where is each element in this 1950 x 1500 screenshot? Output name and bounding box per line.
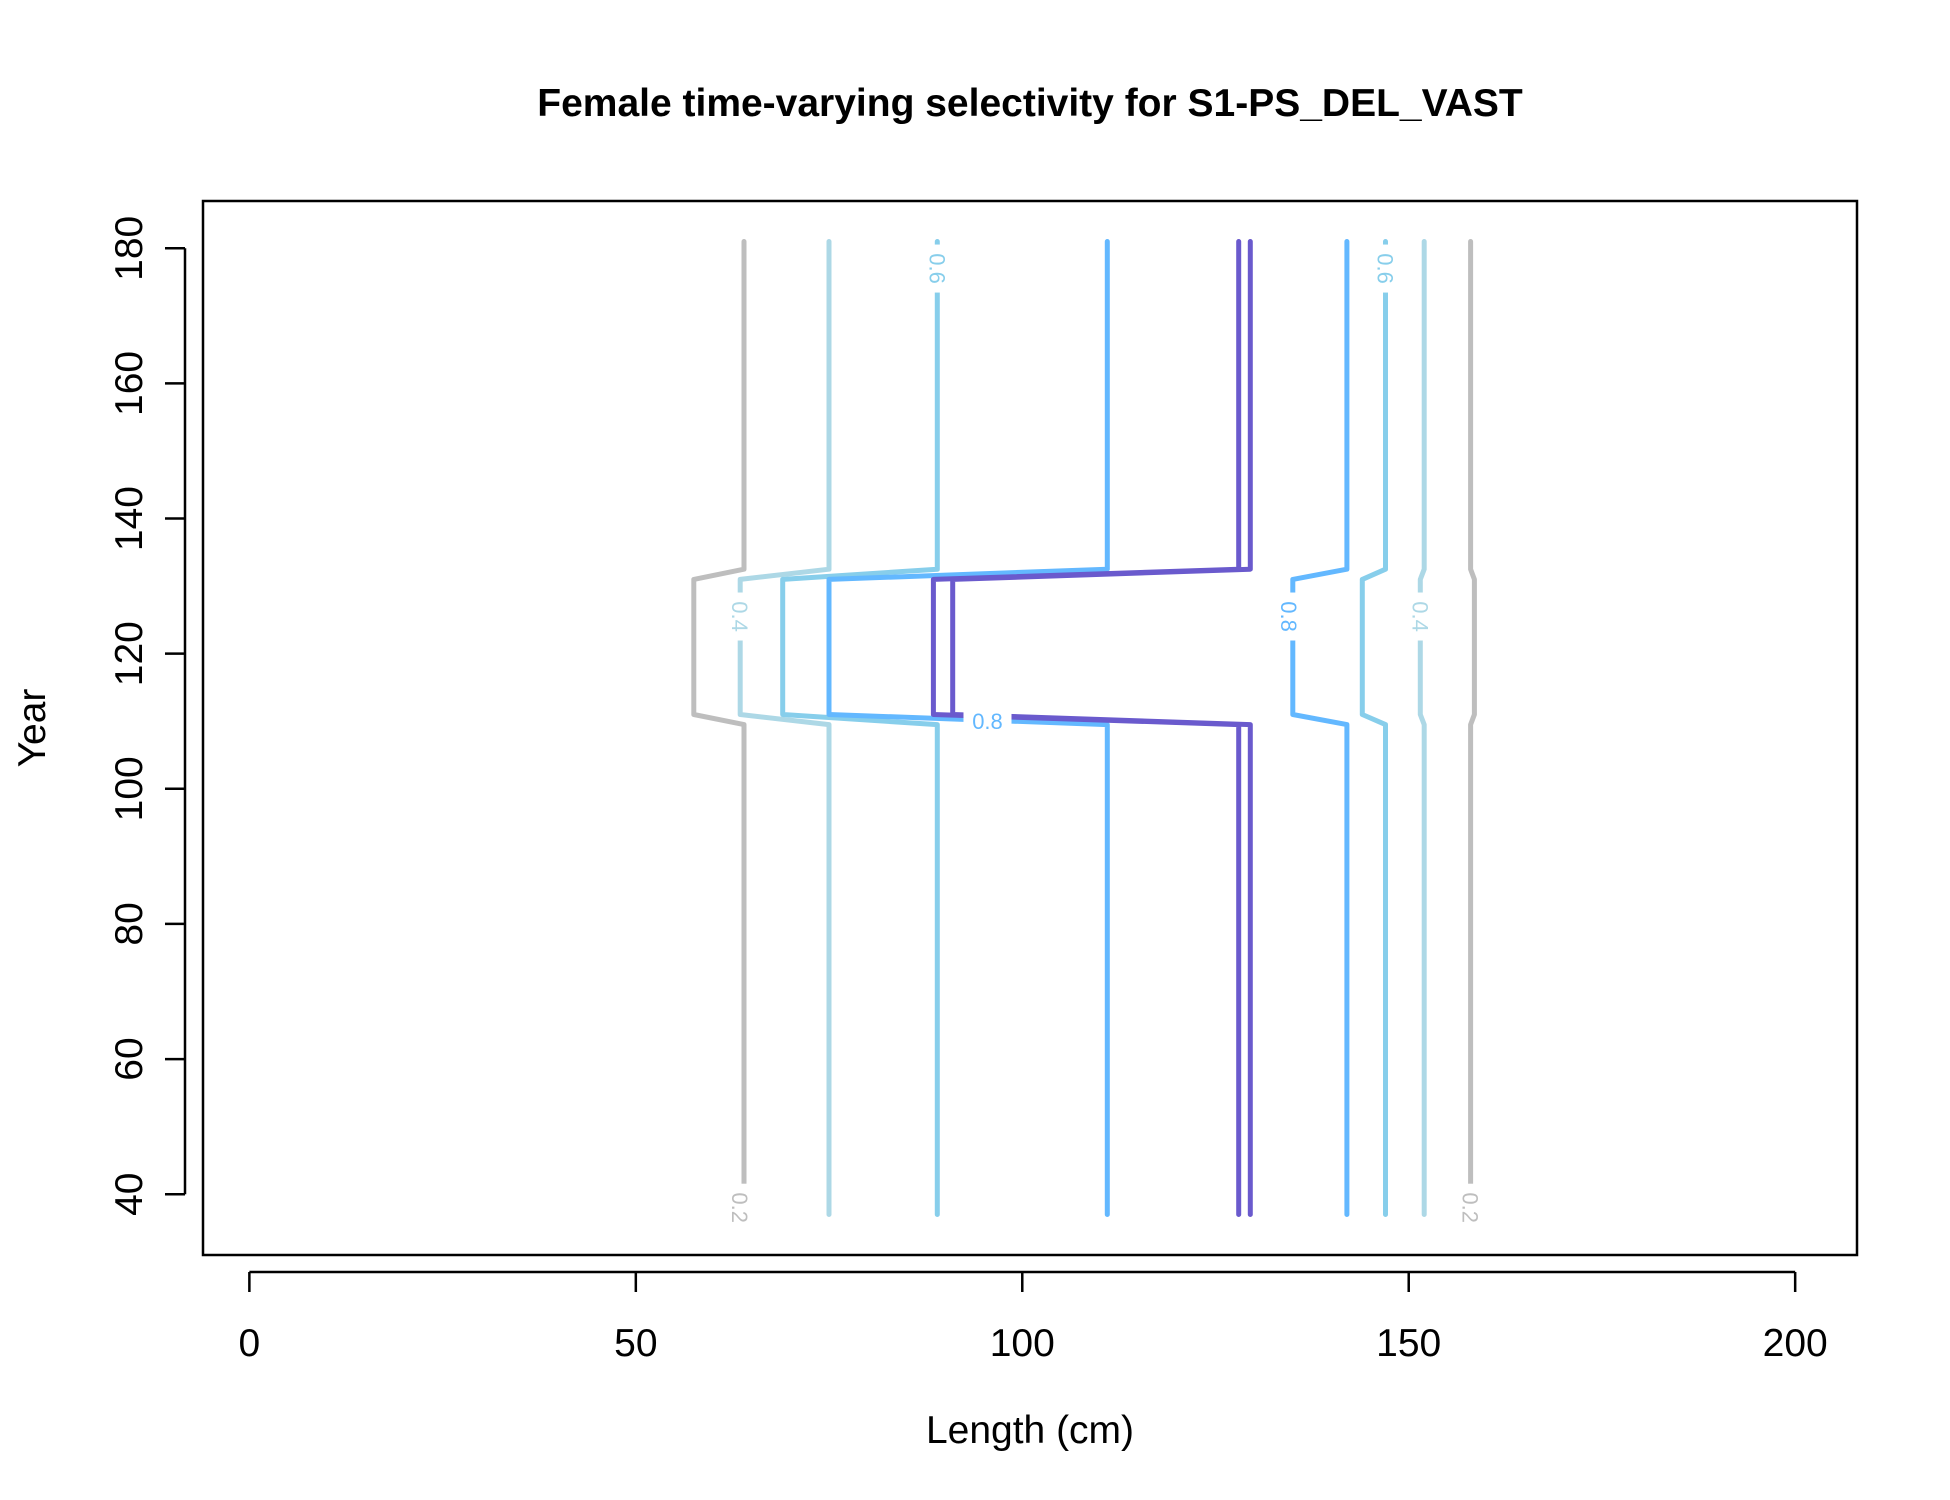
x-tick-label: 200 [1763, 1322, 1828, 1365]
y-tick-label: 120 [108, 621, 151, 686]
contour-line-0.6-left [780, 239, 940, 1217]
y-tick-label: 180 [108, 216, 151, 281]
contour-label-3: 0.4 [1406, 592, 1435, 641]
x-axis-label: Length (cm) [926, 1409, 1134, 1452]
contour-label-4: 0.6 [923, 244, 952, 293]
y-tick-label: 40 [108, 1172, 151, 1215]
contour-label-text: 0.2 [727, 1192, 752, 1223]
contour-lines [691, 239, 1477, 1217]
x-tick-label: 150 [1376, 1322, 1441, 1365]
contour-line-0.4-left [737, 239, 832, 1217]
contour-label-1: 0.2 [1456, 1183, 1485, 1232]
y-tick-label: 60 [108, 1037, 151, 1080]
contour-label-backdrop [1456, 1183, 1485, 1232]
y-tick-label: 160 [108, 351, 151, 416]
contour-label-backdrop [1371, 244, 1400, 293]
contour-label-backdrop [923, 244, 952, 293]
contour-labels: 0.2 0.2 0.4 0.4 0.6 0.6 0.8 0.8 [726, 244, 1485, 1232]
contour-label-text: 0.8 [972, 709, 1003, 734]
contour-label-6: 0.8 [1274, 592, 1303, 641]
contour-label-backdrop [1406, 592, 1435, 641]
y-axis-label: Year [11, 689, 54, 768]
contour-label-backdrop [963, 707, 1012, 736]
contour-line-1-right [950, 239, 1253, 1217]
contour-label-5: 0.6 [1371, 244, 1400, 293]
contour-label-text: 0.4 [727, 601, 752, 632]
x-tick-label: 0 [239, 1322, 261, 1365]
y-tick-label: 140 [108, 486, 151, 551]
contour-label-2: 0.4 [726, 592, 755, 641]
contour-line-0.2-right [1468, 239, 1477, 1217]
contour-line-0.2-left [691, 239, 747, 1217]
contour-line-0.8-left [826, 239, 1110, 1217]
contour-label-text: 0.2 [1458, 1192, 1483, 1223]
x-tick-label: 100 [990, 1322, 1055, 1365]
x-tick-label: 50 [614, 1322, 657, 1365]
contour-label-text: 0.8 [1276, 601, 1301, 632]
contour-label-7: 0.8 [963, 707, 1012, 736]
contour-line-1-left [930, 239, 1242, 1217]
contour-line-0.6-right [1359, 239, 1388, 1217]
y-tick-label: 80 [108, 902, 151, 945]
contour-line-0.4-right [1417, 239, 1427, 1217]
contour-label-text: 0.4 [1407, 601, 1432, 632]
chart-title: Female time-varying selectivity for S1-P… [537, 82, 1523, 125]
contour-label-backdrop [726, 592, 755, 641]
contour-label-text: 0.6 [1373, 253, 1398, 284]
contour-line-0.8-right [1290, 239, 1350, 1217]
contour-label-backdrop [1274, 592, 1303, 641]
contour-label-backdrop [726, 1183, 755, 1232]
contour-label-0: 0.2 [726, 1183, 755, 1232]
x-axis: 0 50 100 150 200 [239, 1270, 1828, 1365]
contour-label-text: 0.6 [924, 253, 949, 284]
plot-frame [201, 199, 1859, 1257]
y-axis: 40 60 80 100 120 140 160 180 [108, 216, 187, 1216]
y-tick-label: 100 [108, 756, 151, 821]
